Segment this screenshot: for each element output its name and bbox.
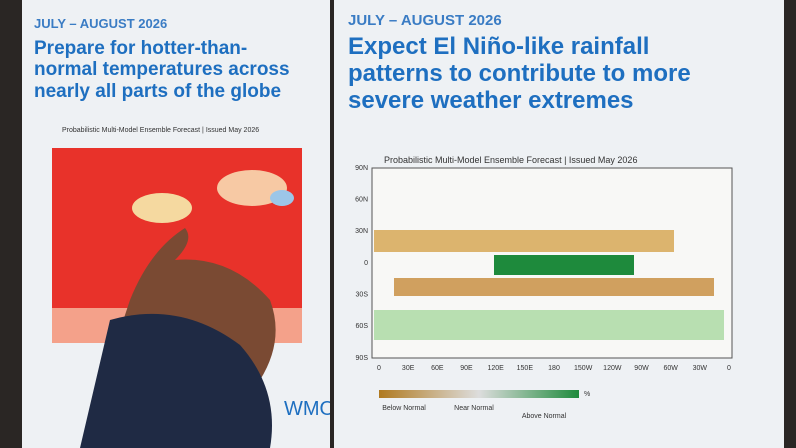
lat-label: 30N bbox=[355, 228, 368, 235]
headline-line: severe weather extremes bbox=[348, 86, 634, 114]
headline-line: normal temperatures across bbox=[34, 59, 290, 81]
legend-label: Near Normal bbox=[454, 405, 494, 412]
lon-label: 120E bbox=[487, 365, 504, 372]
map-region bbox=[217, 170, 287, 206]
logo: WMO bbox=[284, 398, 330, 420]
lon-label: 60E bbox=[431, 365, 444, 372]
lon-label: 60W bbox=[663, 365, 678, 372]
lon-label: 90W bbox=[634, 365, 649, 372]
map-region bbox=[394, 278, 714, 296]
lon-label: 150W bbox=[574, 365, 593, 372]
lon-label: 30W bbox=[693, 365, 708, 372]
rainfall-map: 90N 60N 30N 0 30S 60S 90S 0 30E 60E 90E 120E 150E 180… bbox=[355, 165, 733, 420]
lon-label: 150E bbox=[517, 365, 534, 372]
lon-label: 120W bbox=[603, 365, 622, 372]
map-title: Probabilistic Multi-Model Ensemble Forec… bbox=[62, 127, 260, 134]
map-region bbox=[132, 193, 192, 223]
lat-label: 90S bbox=[356, 355, 369, 362]
lat-label: 60S bbox=[356, 323, 369, 330]
legend-label: Below Normal bbox=[382, 405, 426, 412]
legend-unit: % bbox=[584, 391, 590, 398]
headline-line: Expect El Niño-like rainfall bbox=[348, 33, 650, 60]
lat-label: 60N bbox=[355, 197, 368, 204]
legend-bar bbox=[379, 390, 579, 398]
date: JULY – AUGUST 2026 bbox=[348, 12, 502, 29]
map-region bbox=[494, 255, 634, 275]
headline-line: nearly all parts of the globe bbox=[34, 80, 282, 102]
lat-label: 30S bbox=[356, 292, 369, 299]
lon-label: 0 bbox=[377, 365, 381, 372]
lon-label: 30E bbox=[402, 365, 415, 372]
legend-label: Above Normal bbox=[522, 413, 567, 420]
right-panel: JULY – AUGUST 2026 Expect El Niño-like r… bbox=[334, 0, 784, 448]
sleeve bbox=[80, 313, 272, 448]
lon-label: 0 bbox=[727, 365, 731, 372]
lat-label: 0 bbox=[364, 260, 368, 267]
date: JULY – AUGUST 2026 bbox=[34, 16, 168, 31]
lat-label: 90N bbox=[355, 165, 368, 172]
map-region bbox=[374, 230, 674, 252]
headline-line: Prepare for hotter-than- bbox=[34, 38, 248, 59]
map-region bbox=[374, 310, 724, 340]
headline-line: patterns to contribute to more bbox=[348, 59, 691, 87]
map-region bbox=[270, 190, 294, 206]
lon-label: 180 bbox=[548, 365, 560, 372]
lon-label: 90E bbox=[460, 365, 473, 372]
map-title: Probabilistic Multi-Model Ensemble Forec… bbox=[384, 155, 638, 165]
headline: Expect El Niño-like rainfall patterns to … bbox=[348, 33, 691, 115]
headline: Prepare for hotter-than-normal temperatu… bbox=[34, 38, 290, 102]
